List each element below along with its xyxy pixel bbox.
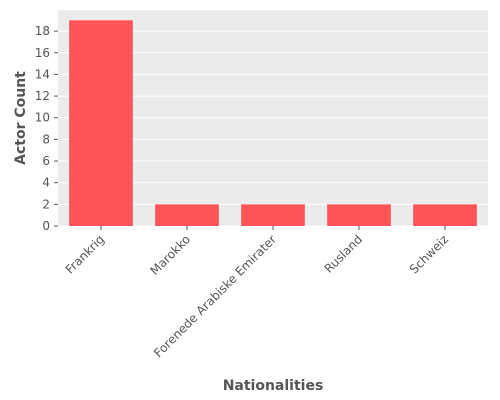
x-tick-label: Rusland (322, 232, 366, 276)
bars (69, 20, 477, 226)
y-tick-label: 14 (35, 67, 50, 81)
y-tick-label: 8 (42, 132, 50, 146)
y-tick-label: 0 (42, 219, 50, 233)
y-axis-title: Actor Count (13, 71, 29, 165)
x-tick-label: Marokko (147, 232, 193, 278)
bar (413, 204, 477, 226)
bar (69, 20, 133, 226)
x-axis-title: Nationalities (223, 378, 324, 394)
y-tick-label: 6 (42, 154, 50, 168)
bar (155, 204, 219, 226)
y-tick-label: 16 (35, 46, 50, 60)
bar (327, 204, 391, 226)
y-tick-label: 4 (42, 176, 50, 190)
y-tick-label: 2 (42, 197, 50, 211)
x-tick-label: Schweiz (407, 232, 451, 276)
y-tick-label: 10 (35, 111, 50, 125)
y-tick-label: 12 (35, 89, 50, 103)
x-tick-label: Frankrig (63, 232, 107, 276)
y-axis-ticks: 0 2 4 6 8 10 12 14 16 18 (35, 24, 58, 233)
y-tick-label: 18 (35, 24, 50, 38)
bar (241, 204, 305, 226)
